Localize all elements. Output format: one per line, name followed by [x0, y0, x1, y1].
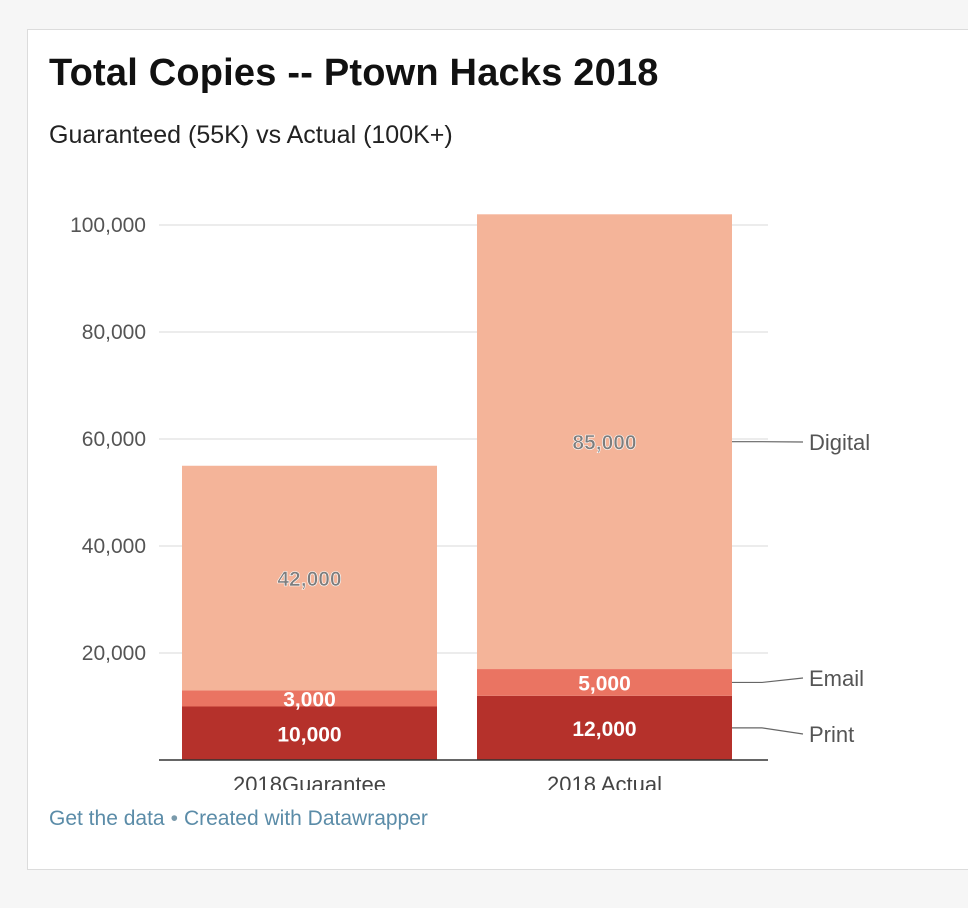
data-label-print: 12,000 — [572, 718, 636, 741]
x-tick-label: 2018Guarantee — [233, 772, 386, 790]
data-label-digital: 85,000 — [572, 432, 636, 455]
bar-segment-email — [182, 690, 437, 707]
data-label-print: 10,000 — [277, 723, 341, 746]
y-tick-label: 40,000 — [82, 535, 146, 558]
legend-leader-print — [732, 727, 804, 735]
y-tick-label: 20,000 — [82, 642, 146, 665]
chart-footer: Get the data • Created with Datawrapper — [49, 807, 428, 831]
bar-segment-digital — [182, 465, 437, 691]
y-tick-label: 100,000 — [70, 214, 146, 237]
bar-segment-digital — [477, 214, 732, 670]
data-label-email: 5,000 — [578, 672, 631, 695]
legend-leader-email — [732, 677, 804, 684]
bar-segment-print — [477, 695, 732, 760]
bar-segment-print — [182, 706, 437, 760]
data-label-email: 3,000 — [283, 688, 336, 711]
bar-segment-email — [477, 669, 732, 696]
chart-title: Total Copies -- Ptown Hacks 2018 — [49, 52, 659, 94]
footer-separator: • — [170, 807, 178, 830]
chart-card: Total Copies -- Ptown Hacks 2018 Guarant… — [27, 29, 968, 870]
legend-label-email: Email — [809, 666, 864, 691]
y-tick-label: 60,000 — [82, 428, 146, 451]
legend-label-print: Print — [809, 722, 854, 747]
chart-subtitle: Guaranteed (55K) vs Actual (100K+) — [49, 121, 453, 149]
x-tick-label: 2018 Actual — [547, 772, 662, 790]
get-the-data-link[interactable]: Get the data — [49, 807, 165, 830]
legend-label-digital: Digital — [809, 430, 870, 455]
y-tick-label: 80,000 — [82, 321, 146, 344]
created-with-datawrapper-link[interactable]: Created with Datawrapper — [183, 807, 428, 830]
stacked-bar-chart: 20,000 40,000 60,000 80,000 100,000 10,000 3,0… — [70, 214, 870, 790]
data-label-digital: 42,000 — [277, 568, 341, 591]
